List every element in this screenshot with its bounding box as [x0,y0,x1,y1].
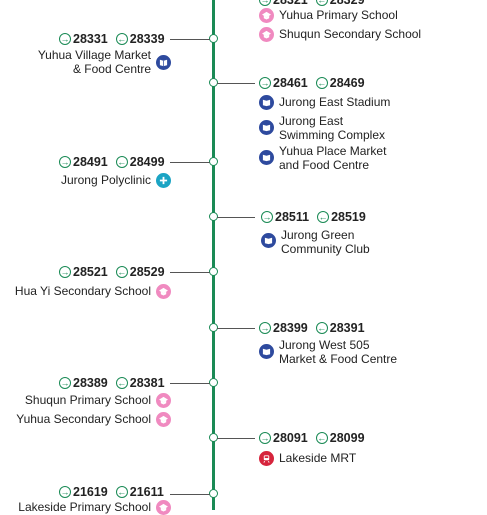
arrow-left-icon: ← [115,486,128,498]
community-icon [259,120,274,135]
school-icon [156,284,171,299]
place-item: Jurong Polyclinic [61,173,171,188]
place-item: Jurong West 505 Market & Food Centre [259,338,397,366]
connector-line [170,494,210,495]
arrow-left-icon: ← [315,77,328,89]
community-icon [259,95,274,110]
bus-stop-codes[interactable]: → 28461 ← 28469 [259,76,365,90]
community-icon [261,233,276,248]
arrow-right-icon: → [59,266,71,278]
arrow-right-icon: → [259,0,271,6]
community-icon [259,150,274,165]
bus-stop-codes[interactable]: → 28399 ← 28391 [259,321,365,335]
place-item: Jurong East Swimming Complex [259,114,385,142]
place-item: Yuhua Secondary School [16,412,171,427]
place-item: Shuqun Primary School [25,393,171,408]
school-icon [156,393,171,408]
place-item: Jurong Green Community Club [261,228,370,256]
bus-stop-marker[interactable] [209,78,218,87]
arrow-left-icon: ← [115,33,128,45]
connector-line [170,39,210,40]
bus-stop-codes[interactable]: → 28521 ← 28529 [59,265,165,279]
arrow-right-icon: → [259,322,271,334]
school-icon [156,500,171,515]
bus-stop-codes[interactable]: → 28511 ← 28519 [261,210,366,224]
place-item: Hua Yi Secondary School [15,284,171,299]
bus-stop-codes[interactable]: → 28491 ← 28499 [59,155,165,169]
arrow-right-icon: → [261,211,273,223]
bus-stop-marker[interactable] [209,267,218,276]
bus-stop-marker[interactable] [209,157,218,166]
bus-stop-codes[interactable]: →28321 ←28329 [259,0,365,7]
connector-line [217,438,255,439]
arrow-right-icon: → [59,377,71,389]
bus-stop-marker[interactable] [209,323,218,332]
bus-stop-codes[interactable]: → 21619 ← 21611 [59,485,164,499]
arrow-left-icon: ← [115,377,128,389]
arrow-right-icon: → [59,33,71,45]
school-icon [156,412,171,427]
connector-line [170,162,210,163]
community-icon [156,55,171,70]
bus-route-line [212,0,215,510]
arrow-left-icon: ← [315,322,328,334]
arrow-left-icon: ← [317,211,330,223]
connector-line [170,272,210,273]
school-icon [259,8,274,23]
connector-line [170,383,210,384]
arrow-right-icon: → [59,486,71,498]
connector-line [217,83,255,84]
clinic-icon [156,173,171,188]
bus-stop-marker[interactable] [209,212,218,221]
bus-stop-marker[interactable] [209,489,218,498]
arrow-left-icon: ← [315,432,328,444]
arrow-right-icon: → [259,77,271,89]
place-item: Shuqun Secondary School [259,27,421,42]
bus-stop-marker[interactable] [209,433,218,442]
place-item: Jurong East Stadium [259,95,390,110]
place-item: Lakeside Primary School [18,500,171,515]
bus-stop-codes[interactable]: → 28389 ← 28381 [59,376,165,390]
place-item: Yuhua Primary School [259,8,398,23]
arrow-right-icon: → [59,156,71,168]
bus-stop-codes[interactable]: → 28091 ← 28099 [259,431,365,445]
place-item: Lakeside MRT [259,451,356,466]
community-icon [259,344,274,359]
arrow-right-icon: → [259,432,271,444]
arrow-left-icon: ← [315,0,328,6]
school-icon [259,27,274,42]
bus-stop-codes[interactable]: → 28331 ← 28339 [59,32,165,46]
place-item: Yuhua Village Market & Food Centre [38,48,171,76]
bus-stop-marker[interactable] [209,378,218,387]
place-item: Yuhua Place Market and Food Centre [259,144,386,172]
mrt-icon [259,451,274,466]
bus-stop-marker[interactable] [209,34,218,43]
arrow-left-icon: ← [115,156,128,168]
arrow-left-icon: ← [115,266,128,278]
connector-line [217,217,255,218]
connector-line [217,328,255,329]
